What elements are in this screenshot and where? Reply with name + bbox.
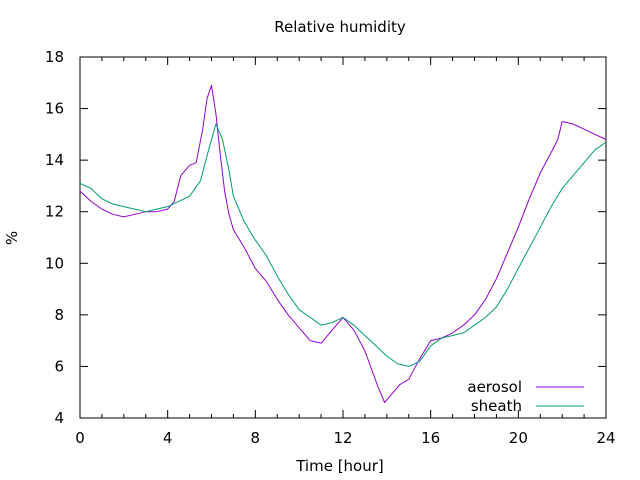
x-tick-label: 0: [75, 429, 85, 447]
x-tick-label: 12: [333, 429, 352, 447]
legend-label-sheath: sheath: [471, 397, 522, 415]
x-tick-label: 8: [251, 429, 261, 447]
y-tick-label: 8: [54, 306, 64, 324]
x-tick-label: 4: [163, 429, 173, 447]
y-tick-label: 14: [45, 151, 64, 169]
x-tick-labels: 0 4 8 12 16 20 24: [75, 429, 615, 447]
x-tick-label: 16: [421, 429, 440, 447]
series-line-sheath: [79, 123, 607, 367]
plot-frame: [79, 56, 607, 419]
x-tick-label: 24: [596, 429, 615, 447]
chart-title: Relative humidity: [274, 18, 406, 36]
y-tick-label: 6: [54, 357, 64, 375]
series-lines: [79, 84, 607, 403]
y-tick-label: 10: [45, 254, 64, 272]
legend-label-aerosol: aerosol: [467, 378, 522, 396]
y-axis-label: %: [3, 231, 21, 245]
series-line-aerosol: [79, 84, 607, 403]
y-tick-label: 18: [45, 48, 64, 66]
y-tick-labels: 4 6 8 10 12 14 16 18: [45, 48, 64, 427]
y-tick-label: 12: [45, 203, 64, 221]
x-axis-label: Time [hour]: [295, 457, 384, 475]
x-tick-label: 20: [509, 429, 528, 447]
legend: aerosol sheath: [467, 378, 584, 415]
y-tick-label: 4: [54, 409, 64, 427]
axis-ticks: [79, 56, 607, 419]
y-tick-label: 16: [45, 100, 64, 118]
